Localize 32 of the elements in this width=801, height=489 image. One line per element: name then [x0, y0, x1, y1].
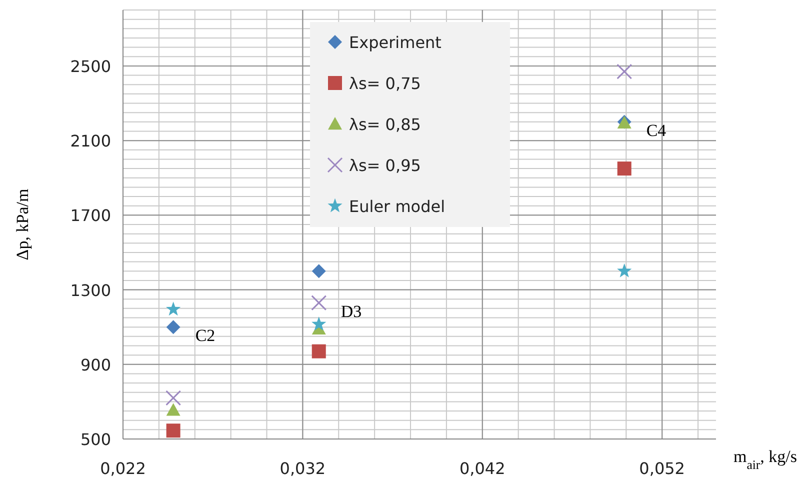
point: [312, 264, 326, 278]
point: [166, 424, 180, 438]
y-tick-label: 2500: [70, 56, 111, 76]
annotation: C4: [646, 120, 667, 140]
annotation: C2: [195, 326, 216, 346]
annotation: D3: [340, 302, 362, 321]
legend-label: Experiment: [349, 33, 442, 52]
legend-label: λs= 0,85: [349, 115, 421, 134]
point: [166, 403, 180, 416]
y-tick-label: 900: [80, 355, 111, 374]
point: [166, 302, 181, 316]
point: [166, 320, 180, 334]
legend-label: λs= 0,95: [349, 156, 421, 175]
point: [166, 390, 182, 406]
point: [617, 162, 632, 176]
y-tick-label: 500: [80, 430, 111, 449]
point: [617, 263, 632, 278]
y-tick-label: 1300: [70, 280, 111, 300]
x-axis-title: m$_{air}$, kg/s: [733, 447, 797, 472]
point: [311, 295, 327, 311]
point: [616, 64, 632, 80]
y-axis-title: Δp, kPa/m: [13, 188, 32, 260]
x-tick-label: 0,042: [459, 459, 506, 478]
x-tick-label: 0,032: [280, 459, 326, 478]
y-tick-label: 2100: [70, 132, 111, 151]
y-tick-label: 1700: [70, 206, 111, 226]
point: [312, 316, 326, 331]
x-tick-label: 0,052: [639, 459, 685, 478]
x-tick-label: 0,022: [100, 459, 146, 478]
point: [312, 344, 326, 358]
legend-label: Euler model: [349, 197, 446, 216]
legend-label: λs= 0,75: [349, 74, 421, 93]
